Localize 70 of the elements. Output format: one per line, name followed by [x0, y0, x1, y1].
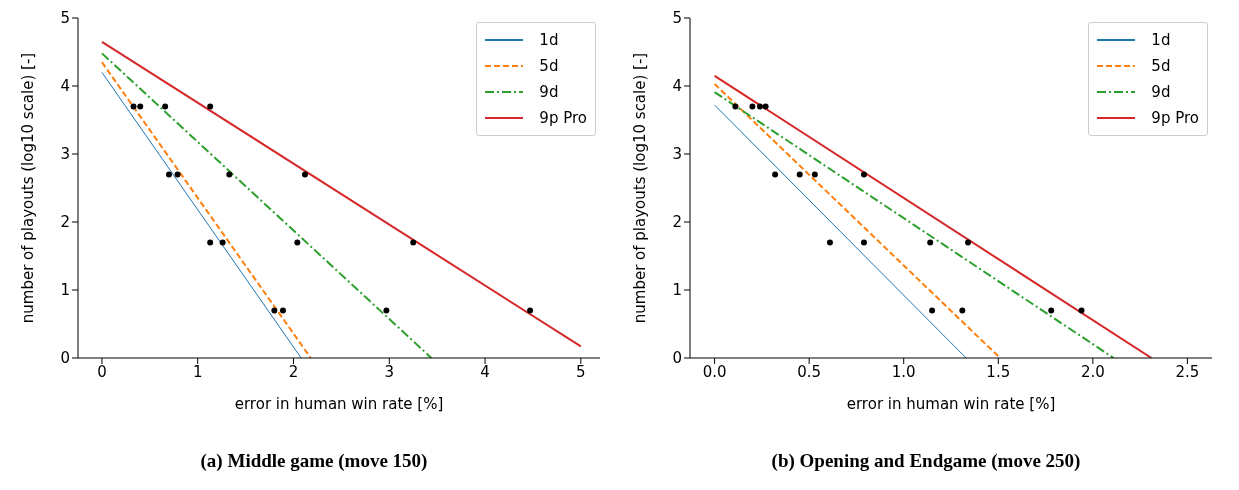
x-tick-label: 2.5 — [1175, 362, 1200, 381]
x-tick-label: 2 — [288, 362, 299, 381]
legend-label: 1d — [539, 31, 559, 49]
x-tick-label: 2.0 — [1080, 362, 1105, 381]
y-tick-label: 0 — [60, 349, 70, 368]
x-tick-label: 3 — [384, 362, 395, 381]
point — [174, 171, 181, 178]
point — [965, 239, 972, 246]
point — [410, 239, 417, 246]
point — [219, 239, 226, 246]
point — [130, 103, 137, 110]
point — [927, 239, 934, 246]
x-tick-label: 1.5 — [986, 362, 1011, 381]
point — [207, 103, 214, 110]
point — [929, 307, 936, 314]
point — [811, 171, 818, 178]
x-tick-label: 0 — [97, 362, 107, 381]
y-tick-label: 2 — [60, 213, 70, 232]
x-axis-title: error in human win rate [%] — [234, 394, 444, 413]
point — [302, 171, 308, 178]
y-tick-label: 3 — [60, 145, 70, 164]
point — [226, 171, 233, 178]
point — [137, 103, 144, 110]
point — [271, 307, 278, 314]
point — [1048, 307, 1055, 314]
x-tick-label: 5 — [576, 362, 586, 381]
y-tick-label: 2 — [672, 213, 682, 232]
legend-label: 5d — [1151, 57, 1171, 75]
y-tick-label: 5 — [60, 9, 70, 28]
point — [294, 239, 301, 246]
legend-label: 9p Pro — [539, 109, 587, 127]
point — [162, 103, 169, 110]
legend-label: 1d — [1151, 31, 1171, 49]
point — [796, 171, 803, 178]
point — [861, 239, 867, 246]
y-tick-label: 5 — [672, 9, 682, 28]
legend-label: 9p Pro — [1151, 109, 1199, 127]
point — [861, 171, 867, 178]
x-tick-label: 1.0 — [891, 362, 916, 381]
y-tick-label: 0 — [672, 349, 682, 368]
y-tick-label: 1 — [672, 281, 682, 300]
y-tick-label: 4 — [60, 77, 70, 96]
point — [1078, 307, 1085, 314]
y-tick-label: 3 — [672, 145, 682, 164]
point — [959, 307, 966, 314]
y-tick-label: 1 — [60, 281, 70, 300]
point — [732, 103, 739, 110]
point — [762, 103, 769, 110]
legend-label: 9d — [1151, 83, 1171, 101]
x-tick-label: 4 — [480, 362, 490, 381]
point — [772, 171, 779, 178]
point — [166, 171, 172, 178]
point — [279, 307, 286, 314]
y-axis-title: number of playouts (log10 scale) [-] — [631, 52, 650, 324]
legend-label: 5d — [539, 57, 559, 75]
point — [207, 239, 214, 246]
x-tick-label: 1 — [192, 362, 203, 381]
text: (a) Middle game (move 150) — [200, 450, 428, 472]
x-tick-label: 0.0 — [702, 362, 727, 381]
point — [383, 307, 390, 314]
text: (b) Opening and Endgame (move 250) — [771, 450, 1081, 472]
x-tick-label: 0.5 — [797, 362, 822, 381]
point — [749, 103, 756, 110]
legend-label: 9d — [539, 83, 559, 101]
point — [756, 103, 763, 110]
x-axis-title: error in human win rate [%] — [846, 394, 1056, 413]
y-axis-title: number of playouts (log10 scale) [-] — [19, 52, 38, 324]
point — [527, 307, 534, 314]
point — [826, 239, 833, 246]
y-tick-label: 4 — [672, 77, 682, 96]
